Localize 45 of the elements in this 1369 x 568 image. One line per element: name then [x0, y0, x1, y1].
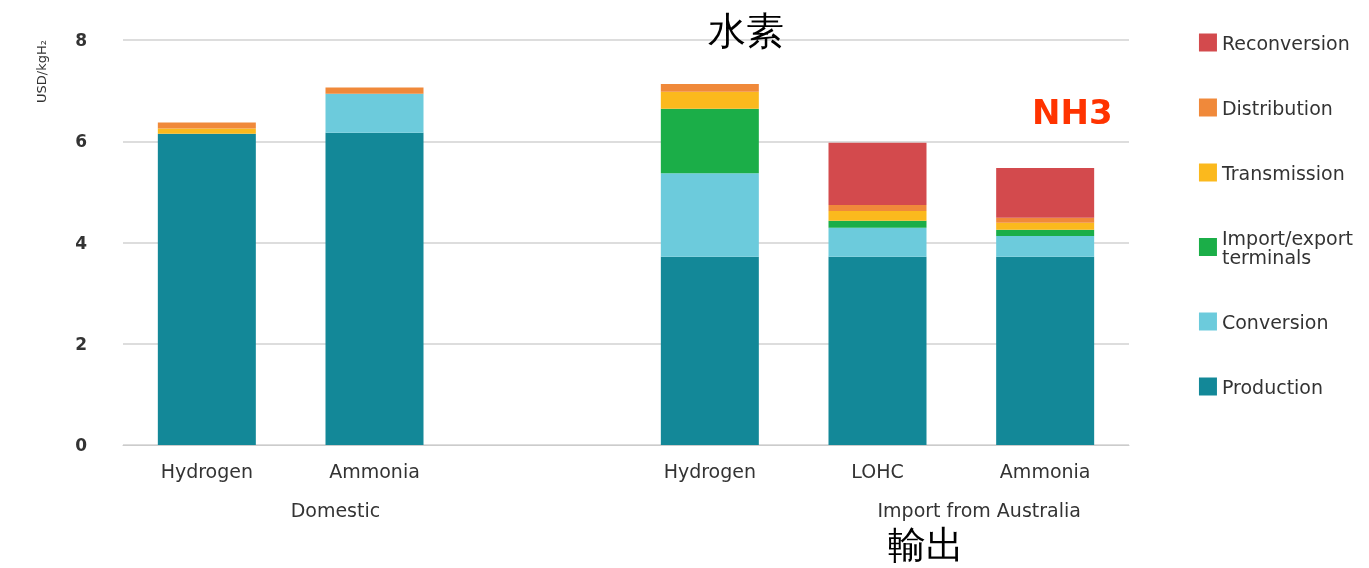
bar [828, 227, 927, 257]
bar [157, 122, 256, 129]
x-tick-label: Ammonia [329, 459, 420, 482]
x-tick-label: Hydrogen [663, 459, 757, 482]
bar [996, 217, 1095, 223]
x-tick-label: Ammonia [999, 459, 1091, 482]
bar [996, 256, 1095, 445]
x-tick-label: LOHC [851, 459, 904, 482]
bar [996, 235, 1095, 257]
legend-label: Conversion [1221, 310, 1329, 333]
bar [660, 84, 759, 92]
y-tick-label: 2 [75, 333, 87, 354]
bar [828, 205, 927, 212]
bar [325, 87, 424, 94]
annotation: NH3 [1031, 92, 1113, 132]
y-axis-title: USD/kgH₂ [34, 40, 49, 103]
text: Domestic [290, 498, 381, 521]
y-tick-label: 4 [75, 232, 88, 253]
bar [157, 133, 256, 445]
text: Import from Australia [877, 498, 1081, 521]
bar [660, 173, 759, 257]
bar [660, 91, 759, 109]
annotation: 水素 [708, 9, 784, 53]
bar [660, 256, 759, 445]
legend-label: Reconversion [1221, 31, 1350, 54]
bar [828, 220, 927, 228]
bar [157, 128, 256, 134]
y-tick-label: 8 [75, 30, 87, 50]
legend-label: Transmission [1220, 161, 1345, 184]
legend-label: Distribution [1221, 96, 1333, 119]
legend-label: Production [1221, 375, 1324, 398]
y-tick-label: 6 [75, 131, 87, 152]
y-tick-label: 0 [75, 435, 88, 455]
bar [660, 108, 759, 174]
bar [325, 93, 424, 133]
bar [828, 142, 927, 206]
bar [996, 229, 1095, 236]
bar [996, 222, 1095, 230]
bar [828, 256, 927, 445]
bar [996, 168, 1095, 218]
legend-label: Import/export terminals [1221, 226, 1359, 268]
bar [325, 132, 424, 445]
x-tick-label: Hydrogen [160, 459, 254, 482]
bar [828, 211, 927, 221]
text: 輸出 [888, 523, 964, 567]
